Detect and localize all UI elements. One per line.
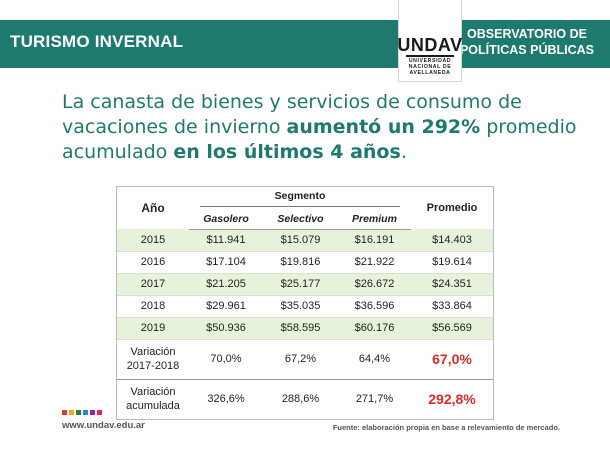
cell-premium: $26.672 [337,273,411,296]
variation-label-line1: Variación [130,346,176,358]
cell-average: $24.351 [411,273,493,296]
col-header-segment: Segmento [189,187,411,209]
headline: La canasta de bienes y servicios de cons… [62,90,582,165]
cell-average: $56.569 [411,317,493,340]
logo-subtitle-2: NACIONAL DE [408,64,452,70]
cell-year: 2016 [117,251,189,274]
cell-gasolero: $17.104 [189,251,263,274]
section-title: TURISMO INVERNAL [10,32,184,51]
cell-year: 2015 [117,229,189,252]
cell-year: 2018 [117,295,189,318]
cell-premium: $21.922 [337,251,411,274]
logo-wordmark: UNDAV [397,35,463,55]
cell-premium: $60.176 [337,317,411,340]
observatory-title-line1: OBSERVATORIO DE [467,27,587,41]
col-header-gasolero: Gasolero [189,209,263,230]
cell-gasolero: $50.936 [189,317,263,340]
cell-gasolero: $29.961 [189,295,263,318]
cell-average: $33.864 [411,295,493,318]
brand-dot [90,410,95,415]
variation-row-accumulated: Variación acumulada 326,6% 288,6% 271,7% … [117,378,493,419]
variation-label-line1: Variación [130,386,176,399]
cell-selectivo: $35.035 [263,295,338,318]
variation-label-line2: 2017-2018 [126,360,180,372]
col-header-year: Año [141,201,165,215]
table-row: 2018 $29.961 $35.035 $36.596 $33.864 [117,295,493,318]
cell-premium: 271,7% [337,378,411,419]
table-row: 2019 $50.936 $58.595 $60.176 $56.569 [117,317,493,340]
cell-average-highlight: 292,8% [411,378,493,419]
table-row: 2015 $11.941 $15.079 $16.191 $14.403 [117,229,493,252]
cell-gasolero: $11.941 [189,229,263,252]
headline-part2: promedio acumulado [62,116,577,163]
cell-gasolero: 326,6% [189,378,263,419]
headline-bold1: aumentó un 292% [286,116,481,138]
table-row: 2017 $21.205 $25.177 $26.672 $24.351 [117,273,493,296]
brand-dot [76,410,81,415]
cell-gasolero: $21.205 [189,273,263,296]
cell-selectivo: $25.177 [263,273,338,296]
variation-label: Variación 2017-2018 [117,338,189,379]
price-table: Año Segmento Promedio Gasolero Selectivo… [116,186,494,420]
col-header-segment-label: Segmento [200,190,400,207]
cell-average-highlight: 67,0% [411,338,493,379]
cell-year: 2017 [117,273,189,296]
logo-subtitle-3: AVELLANEDA [409,70,451,76]
cell-average: $14.403 [411,229,493,252]
brand-color-dots [62,410,102,415]
cell-selectivo: $19.816 [263,251,338,274]
cell-year: 2019 [117,317,189,340]
headline-part1: La canasta de bienes y servicios de cons… [62,91,522,138]
cell-premium: $36.596 [337,295,411,318]
cell-average: $19.614 [411,251,493,274]
cell-gasolero: 70,0% [189,338,263,379]
cell-selectivo: $58.595 [263,317,338,340]
source-note: Fuente: elaboración propia en base a rel… [332,423,560,432]
table-row: 2016 $17.104 $19.816 $21.922 $19.614 [117,251,493,274]
brand-dot [62,410,67,415]
col-header-premium: Premium [337,209,411,230]
cell-selectivo: 67,2% [263,338,338,379]
brand-dot [83,410,88,415]
col-header-selectivo: Selectivo [263,209,338,230]
logo-divider [406,55,454,57]
undav-logo: UNDAV UNIVERSIDAD NACIONAL DE AVELLANEDA [397,0,463,82]
cell-premium: $16.191 [337,229,411,252]
variation-row-2017-2018: Variación 2017-2018 70,0% 67,2% 64,4% 67,… [117,338,493,379]
observatory-title-line2: POLÍTICAS PÚBLICAS [459,43,595,57]
variation-label: Variación acumulada [117,378,189,419]
cell-selectivo: 288,6% [263,378,338,419]
logo-subtitle-1: UNIVERSIDAD [408,58,452,64]
brand-dot [97,410,102,415]
cell-premium: 64,4% [337,338,411,379]
headline-bold2: en los últimos 4 años [173,141,401,163]
cell-selectivo: $15.079 [263,229,338,252]
header-band [0,20,610,68]
variation-label-line2: acumulada [126,400,180,413]
headline-end: . [400,141,407,163]
col-header-average: Promedio [426,202,478,214]
brand-dot [69,410,74,415]
website-link[interactable]: www.undav.edu.ar [62,420,145,431]
observatory-title: OBSERVATORIO DE POLÍTICAS PÚBLICAS [452,26,602,58]
